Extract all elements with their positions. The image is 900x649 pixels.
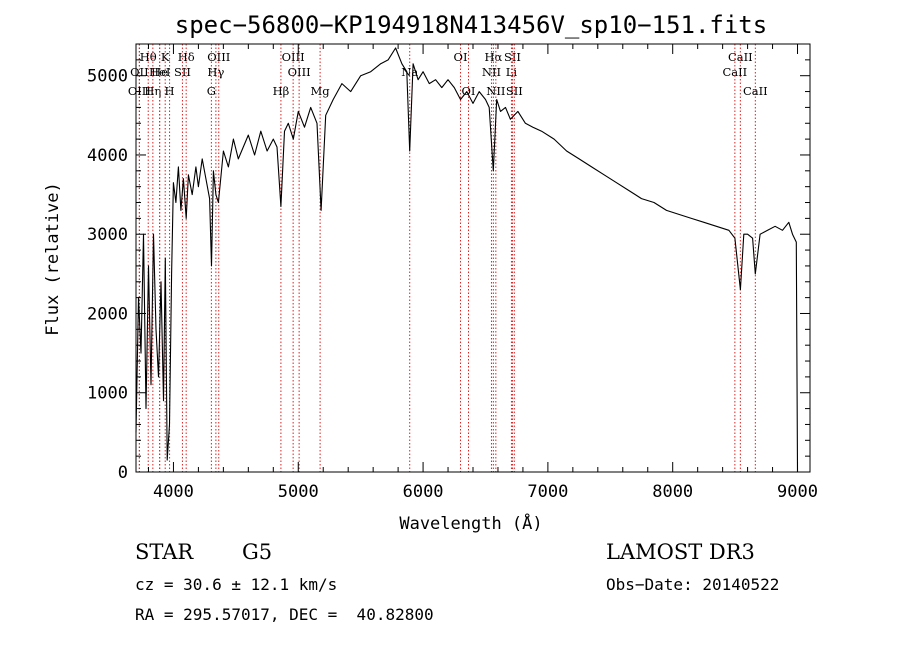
- spectral-line-label: Hγ: [207, 65, 224, 79]
- obs-date-text: Obs−Date: 20140522: [606, 575, 780, 594]
- spectral-line-label: OI: [454, 50, 468, 64]
- x-tick-label: 6000: [403, 482, 444, 502]
- cz-text: cz = 30.6 ± 12.1 km/s: [135, 575, 338, 594]
- x-tick-label: 8000: [652, 482, 693, 502]
- x-tick-label: 7000: [527, 482, 568, 502]
- x-axis-label: Wavelength (Å): [399, 512, 542, 534]
- spectral-line-label: Hα: [484, 50, 502, 64]
- spectral-line-label: OIII: [128, 84, 151, 98]
- chart-title: spec−56800−KP194918N413456V_sp10−151.fit…: [175, 11, 767, 39]
- plot-frame: [135, 43, 811, 473]
- spectral-line-label: OIII: [288, 65, 311, 79]
- spectral-line-label: HeI: [149, 65, 170, 79]
- y-tick-label: 5000: [87, 67, 128, 87]
- y-tick-label: 3000: [87, 225, 128, 245]
- class-label: STAR: [135, 540, 194, 564]
- spectral-line-label: SII: [504, 50, 521, 64]
- spectral-line-label: K: [161, 50, 170, 64]
- spectral-line-label: NII: [482, 65, 501, 79]
- spectral-line-label: NII: [486, 84, 505, 98]
- spectral-line-label: SII: [174, 65, 191, 79]
- spectral-line-label: Hβ: [273, 84, 290, 98]
- spectral-line-label: OIII: [282, 50, 305, 64]
- spectral-line-label: H: [165, 84, 175, 98]
- y-tick-label: 1000: [87, 384, 128, 404]
- spectrum-series-line: [135, 47, 799, 473]
- x-tick-label: 4000: [153, 482, 194, 502]
- spectral-line-label: CaII: [743, 84, 768, 98]
- spectral-line-label: Li: [506, 65, 518, 79]
- spectral-line-label: SII: [506, 84, 523, 98]
- x-tick-label: 5000: [278, 482, 319, 502]
- spectral-line-label: Hθ: [140, 50, 157, 64]
- coords-text: RA = 295.57017, DEC = 40.82800: [135, 605, 434, 624]
- y-axis-label: Flux (relative): [43, 182, 63, 336]
- spectral-line-label: OIII: [207, 50, 230, 64]
- subclass-label: G5: [242, 540, 273, 564]
- y-tick-label: 0: [118, 463, 128, 483]
- spectral-line-label: Hη: [144, 84, 161, 98]
- spectral-line-label: G: [207, 84, 216, 98]
- y-tick-label: 4000: [87, 146, 128, 166]
- spectral-line-label: CaII: [722, 65, 747, 79]
- x-tick-label: 9000: [777, 482, 818, 502]
- spectral-line-label: CaII: [728, 50, 753, 64]
- y-tick-label: 2000: [87, 304, 128, 324]
- spectral-line-label: Hδ: [178, 50, 195, 64]
- spectral-line-label: Mg: [311, 84, 331, 98]
- survey-label: LAMOST DR3: [606, 540, 755, 564]
